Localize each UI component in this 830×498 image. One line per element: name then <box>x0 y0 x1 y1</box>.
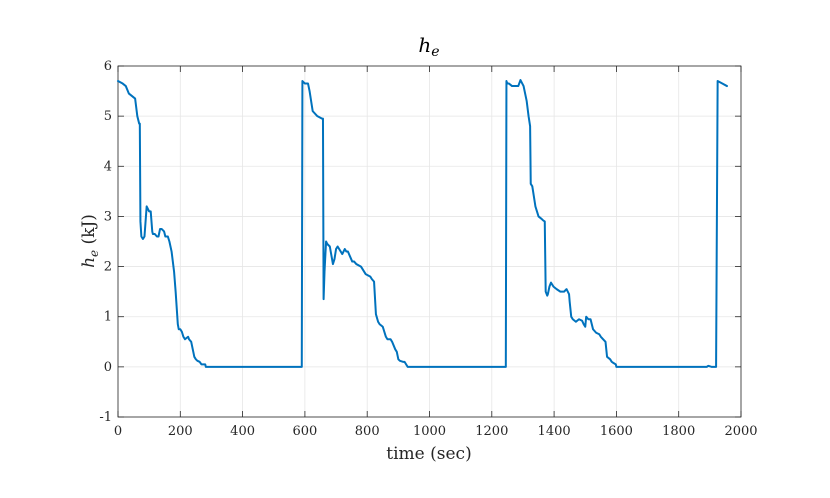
x-tick-label: 800 <box>355 424 380 439</box>
y-tick-label: 6 <box>104 59 112 74</box>
y-axis-label-main: h <box>79 257 99 268</box>
chart-title: he <box>418 33 439 60</box>
y-tick-label: -1 <box>99 410 112 425</box>
x-tick-label: 600 <box>292 424 317 439</box>
grid-lines <box>117 65 742 418</box>
x-axis-label: time (sec) <box>386 444 471 464</box>
y-axis-label-subscript: e <box>87 250 101 257</box>
x-tick-label: 400 <box>230 424 255 439</box>
x-tick-label: 2000 <box>724 424 757 439</box>
y-tick-label: 1 <box>104 310 112 325</box>
y-tick-label: 3 <box>104 209 112 224</box>
y-axis-label: he (kJ) <box>79 214 101 268</box>
chart-title-subscript: e <box>431 44 439 60</box>
x-axis: 0 200 400 600 800 1000 1200 1400 1600 1800 2000 <box>114 66 758 439</box>
x-tick-label: 1000 <box>413 424 446 439</box>
series-lines <box>117 79 728 368</box>
x-tick-label: 0 <box>114 424 122 439</box>
y-tick-label: 4 <box>104 159 112 174</box>
chart-title-main: h <box>418 33 431 57</box>
x-tick-label: 200 <box>168 424 193 439</box>
y-tick-label: 2 <box>104 260 112 275</box>
x-tick-label: 1200 <box>475 424 508 439</box>
x-tick-label: 1400 <box>538 424 571 439</box>
y-axis-label-unit: (kJ) <box>79 214 99 250</box>
y-axis: -1 0 1 2 3 4 5 6 <box>99 59 741 425</box>
x-tick-label: 1600 <box>600 424 633 439</box>
y-tick-label: 5 <box>104 109 112 124</box>
y-tick-label: 0 <box>104 360 112 375</box>
x-tick-label: 1800 <box>662 424 695 439</box>
series-line-1 <box>117 79 728 368</box>
